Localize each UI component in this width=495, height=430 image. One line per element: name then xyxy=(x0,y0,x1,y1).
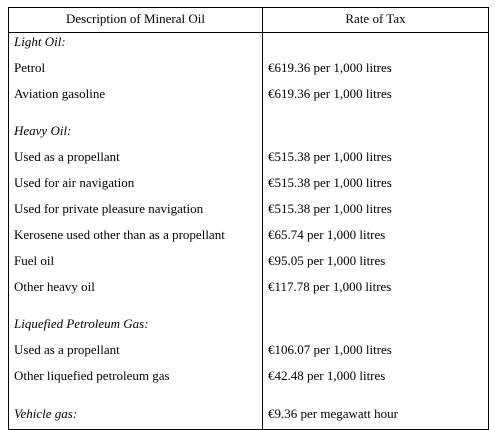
tax-rate: €106.07 per 1,000 litres xyxy=(262,340,489,366)
oil-description: Fuel oil xyxy=(8,251,263,277)
oil-description: Petrol xyxy=(8,58,263,84)
oil-description: Used for air navigation xyxy=(8,173,263,199)
table-row: Petrol €619.36 per 1,000 litres xyxy=(8,58,489,84)
section-heading-row: Vehicle gas: €9.36 per megawatt hour xyxy=(8,404,489,430)
oil-description: Aviation gasoline xyxy=(8,84,263,110)
section-heading: Heavy Oil: xyxy=(8,122,263,147)
tax-rate: €515.38 per 1,000 litres xyxy=(262,199,489,225)
section-heading-row: Heavy Oil: xyxy=(8,122,489,147)
tax-rate: €619.36 per 1,000 litres xyxy=(262,58,489,84)
tax-rate: €42.48 per 1,000 litres xyxy=(262,366,489,392)
section-heading-rate xyxy=(262,32,489,58)
tax-rate: €117.78 per 1,000 litres xyxy=(262,277,489,303)
spacer-row xyxy=(8,110,489,122)
table-row: Other heavy oil €117.78 per 1,000 litres xyxy=(8,277,489,303)
oil-description: Kerosene used other than as a propellant xyxy=(8,225,263,251)
section-heading-rate xyxy=(262,122,489,147)
tax-rate: €515.38 per 1,000 litres xyxy=(262,173,489,199)
tax-rate: €95.05 per 1,000 litres xyxy=(262,251,489,277)
tax-rate: €9.36 per megawatt hour xyxy=(262,404,489,430)
oil-description: Other heavy oil xyxy=(8,277,263,303)
section-heading: Light Oil: xyxy=(8,32,263,58)
tax-rate: €515.38 per 1,000 litres xyxy=(262,147,489,173)
section-heading: Vehicle gas: xyxy=(8,404,263,430)
section-heading-row: Liquefied Petroleum Gas: xyxy=(8,315,489,340)
table-row: Used as a propellant €515.38 per 1,000 l… xyxy=(8,147,489,173)
section-heading-row: Light Oil: xyxy=(8,32,489,58)
spacer-row xyxy=(8,303,489,315)
table-row: Used for air navigation €515.38 per 1,00… xyxy=(8,173,489,199)
oil-description: Used as a propellant xyxy=(8,340,263,366)
tax-rate: €619.36 per 1,000 litres xyxy=(262,84,489,110)
section-heading-rate xyxy=(262,315,489,340)
oil-description: Used for private pleasure navigation xyxy=(8,199,263,225)
table-row: Used as a propellant €106.07 per 1,000 l… xyxy=(8,340,489,366)
rate-column-header: Rate of Tax xyxy=(262,7,489,33)
tax-rate: €65.74 per 1,000 litres xyxy=(262,225,489,251)
table-row: Used for private pleasure navigation €51… xyxy=(8,199,489,225)
section-heading: Liquefied Petroleum Gas: xyxy=(8,315,263,340)
table-row: Aviation gasoline €619.36 per 1,000 litr… xyxy=(8,84,489,110)
mineral-oil-tax-table: Description of Mineral Oil Rate of Tax L… xyxy=(8,7,489,430)
spacer-row xyxy=(8,392,489,404)
table-row: Other liquefied petroleum gas €42.48 per… xyxy=(8,366,489,392)
table-header-row: Description of Mineral Oil Rate of Tax xyxy=(8,7,489,33)
table-row: Kerosene used other than as a propellant… xyxy=(8,225,489,251)
description-column-header: Description of Mineral Oil xyxy=(8,7,263,33)
oil-description: Used as a propellant xyxy=(8,147,263,173)
oil-description: Other liquefied petroleum gas xyxy=(8,366,263,392)
table-row: Fuel oil €95.05 per 1,000 litres xyxy=(8,251,489,277)
